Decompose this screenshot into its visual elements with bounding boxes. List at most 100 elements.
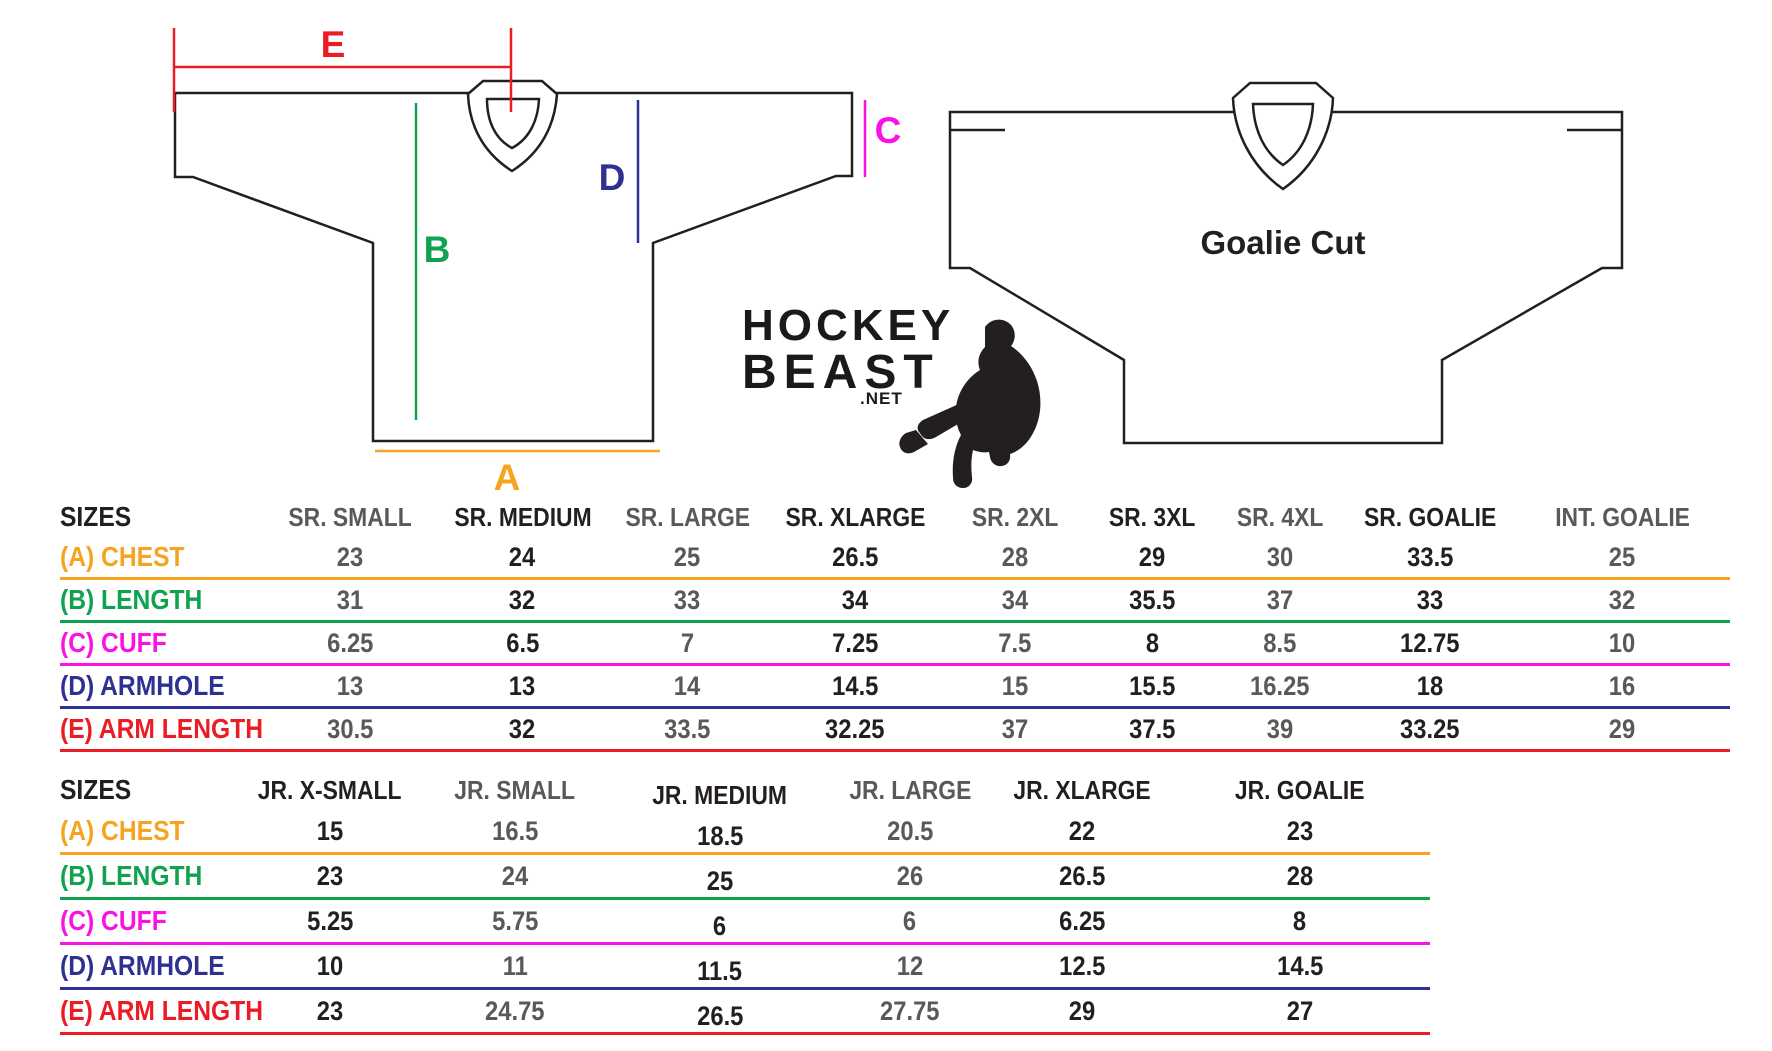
size-value: 25 (706, 865, 734, 896)
row-label: (D) ARMHOLE (60, 950, 225, 981)
size-value: 29 (1139, 541, 1166, 572)
size-value: 23 (316, 860, 344, 891)
size-value: 32 (509, 713, 536, 744)
size-value: 32 (1609, 584, 1636, 615)
column-header: SR. 4XL (1236, 502, 1324, 532)
column-header: JR. SMALL (454, 775, 576, 805)
table-row: (D) ARMHOLE 13 13 14 14.5 15 15.5 16.25 18 16 (60, 666, 1730, 709)
column-header: JR. X-SMALL (258, 775, 402, 805)
senior-size-table: SIZES SR. SMALL SR. MEDIUM SR. LARGE SR. XLA… (60, 497, 1730, 752)
size-value: 13 (336, 670, 364, 701)
column-header: SR. 3XL (1109, 502, 1196, 532)
size-value: 39 (1266, 713, 1294, 744)
row-label: (A) CHEST (60, 541, 185, 572)
goalie-jersey-outline (948, 110, 1624, 445)
size-value: 25 (1609, 541, 1636, 572)
size-value: 8 (1145, 627, 1160, 658)
column-header: INT. GOALIE (1555, 502, 1690, 532)
column-header: SR. SMALL (288, 502, 412, 532)
column-header: SR. 2XL (971, 502, 1059, 532)
junior-size-table: SIZES JR. X-SMALL JR. SMALL JR. MEDIUM JR. L… (60, 770, 1430, 1035)
size-value: 33 (674, 584, 701, 615)
table-row: (E) ARM LENGTH 30.5 32 33.5 32.25 37 37.5 39 33.… (60, 709, 1730, 752)
size-value: 25 (674, 541, 701, 572)
size-value: 37.5 (1129, 713, 1176, 744)
size-value: 35.5 (1129, 584, 1176, 615)
size-value: 34 (1001, 584, 1029, 615)
size-value: 12.75 (1400, 627, 1460, 658)
hockey-stick-icon (899, 382, 1014, 454)
player-jersey-outline (173, 91, 854, 443)
logo-text-beast: BEAST (742, 346, 940, 399)
size-value: 24.75 (485, 995, 545, 1026)
size-value: 6.5 (505, 627, 540, 658)
goalie-collar-outer (1231, 81, 1335, 191)
size-value: 10 (316, 950, 344, 981)
measure-label-d: D (599, 157, 626, 198)
size-value: 14.5 (831, 670, 879, 701)
size-value: 26 (896, 860, 924, 891)
column-header: SR. XLARGE (785, 502, 925, 532)
size-value: 16 (1609, 670, 1636, 701)
table-row: (B) LENGTH 31 32 33 34 34 35.5 37 33 32 (60, 580, 1730, 623)
size-value: 8.5 (1263, 627, 1297, 658)
hockeybeast-logo: HOCKEY BEAST .NET (742, 301, 1041, 488)
size-value: 6 (713, 910, 727, 941)
row-label: (C) CUFF (60, 627, 167, 658)
size-value: 24 (501, 860, 529, 891)
column-header: SR. MEDIUM (453, 502, 592, 532)
size-value: 15.5 (1129, 670, 1176, 701)
column-header: JR. GOALIE (1235, 775, 1365, 805)
column-header: JR. MEDIUM (652, 780, 788, 810)
size-value: 6.25 (326, 627, 374, 658)
table-row: (B) LENGTH 23 24 25 26 26.5 28 (60, 855, 1430, 900)
size-value: 14 (674, 670, 701, 701)
size-value: 28 (1286, 860, 1314, 891)
row-label: (B) LENGTH (60, 584, 203, 615)
size-value: 7.25 (831, 627, 879, 658)
column-header-sizes: SIZES (60, 501, 132, 532)
size-value: 30 (1266, 541, 1294, 572)
size-value: 5.25 (306, 905, 354, 936)
row-label: (E) ARM LENGTH (60, 995, 264, 1026)
size-value: 32.25 (825, 713, 885, 744)
table-row: (C) CUFF 6.25 6.5 7 7.25 7.5 8 8.5 12.75 10 (60, 623, 1730, 666)
gorilla-icon (952, 319, 1041, 488)
size-value: 11 (502, 950, 528, 981)
size-value: 16.5 (491, 815, 539, 846)
size-value: 28 (1001, 541, 1029, 572)
row-label: (D) ARMHOLE (60, 670, 225, 701)
measure-label-c: C (875, 110, 902, 151)
size-value: 12.5 (1059, 950, 1106, 981)
size-value: 14.5 (1276, 950, 1324, 981)
size-value: 26.5 (696, 1000, 744, 1031)
size-value: 29 (1609, 713, 1636, 744)
row-label: (B) LENGTH (60, 860, 203, 891)
size-value: 15 (1001, 670, 1029, 701)
size-value: 18 (1416, 670, 1444, 701)
size-value: 32 (509, 584, 536, 615)
table-row: (E) ARM LENGTH 23 24.75 26.5 27.75 29 27 (60, 990, 1430, 1035)
table-row: (C) CUFF 5.25 5.75 6 6 6.25 8 (60, 900, 1430, 945)
table-row: (D) ARMHOLE 10 11 11.5 12 12.5 14.5 (60, 945, 1430, 990)
player-collar-outer (466, 79, 559, 173)
size-value: 6.25 (1059, 905, 1106, 936)
size-value: 23 (1286, 815, 1314, 846)
size-value: 24 (509, 541, 536, 572)
size-value: 27 (1286, 995, 1314, 1026)
size-value: 33.5 (664, 713, 711, 744)
size-value: 12 (896, 950, 924, 981)
column-header: JR. XLARGE (1013, 775, 1152, 805)
size-value: 18.5 (696, 820, 744, 851)
size-value: 16.25 (1250, 670, 1310, 701)
table-header-row: SIZES SR. SMALL SR. MEDIUM SR. LARGE SR. XLA… (60, 497, 1730, 537)
logo-text-hockey: HOCKEY (742, 301, 954, 350)
column-header-sizes: SIZES (60, 774, 132, 805)
size-value: 7 (680, 627, 695, 658)
table-row: (A) CHEST 15 16.5 18.5 20.5 22 23 (60, 810, 1430, 855)
player-collar-inner (485, 97, 541, 150)
row-label: (C) CUFF (60, 905, 167, 936)
column-header: JR. LARGE (848, 775, 972, 805)
jersey-diagram: E B D C A Goalie Cut HOCKEY BEAST .NET (172, 24, 1624, 497)
